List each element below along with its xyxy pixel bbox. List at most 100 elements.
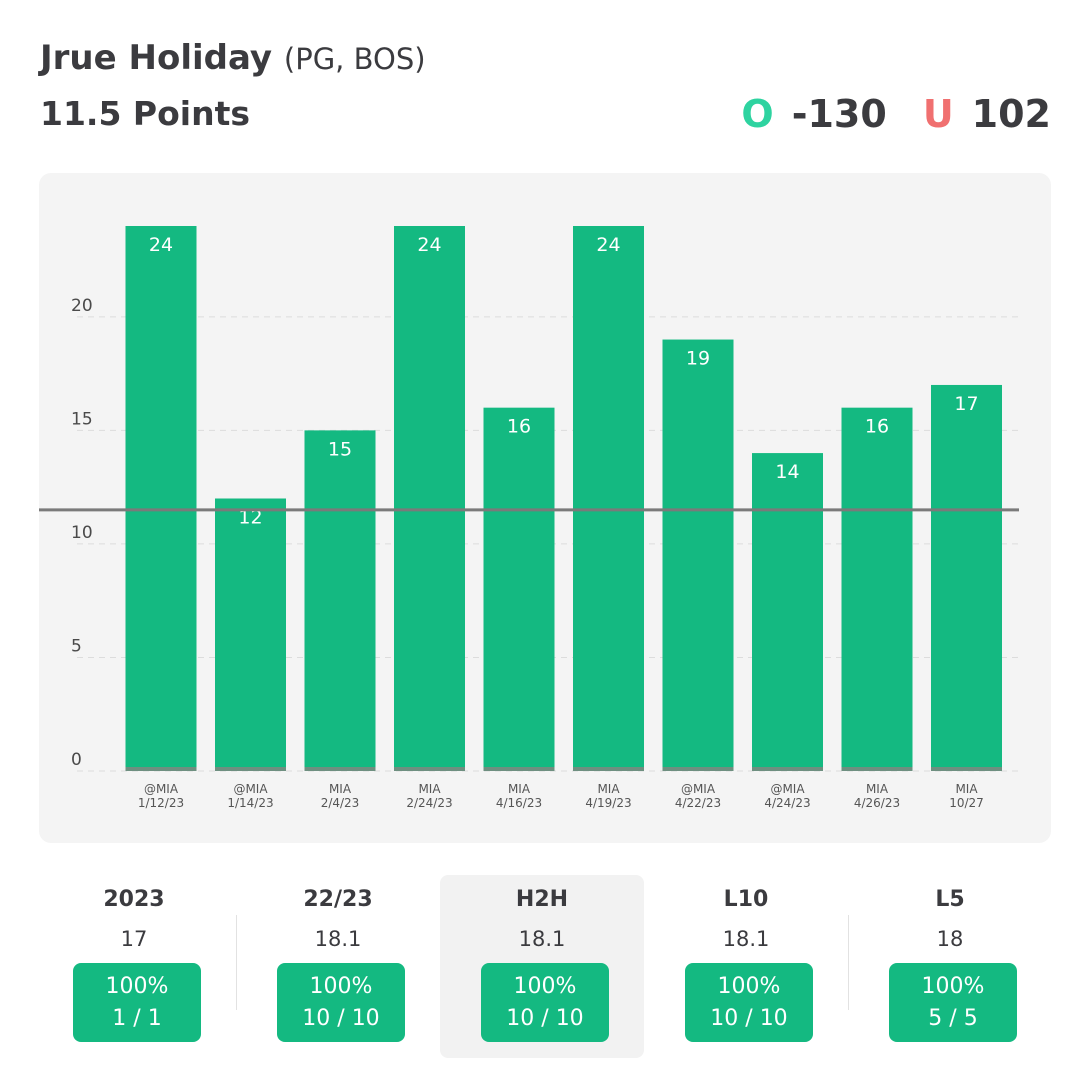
x-tick-date: 10/27 bbox=[949, 796, 984, 810]
x-tick-opponent: MIA bbox=[866, 782, 889, 796]
hit-rate-pill: 100% 1 / 1 bbox=[73, 963, 201, 1042]
bar bbox=[304, 430, 376, 771]
over-label: O bbox=[741, 92, 774, 136]
stat-l5[interactable]: L5 18 100% 5 / 5 bbox=[848, 875, 1052, 1058]
x-tick-opponent: MIA bbox=[955, 782, 978, 796]
x-tick-date: 2/24/23 bbox=[406, 796, 452, 810]
bar-base bbox=[752, 767, 823, 771]
under-odds: 102 bbox=[971, 92, 1051, 136]
prop-line: 11.5 Points bbox=[40, 94, 250, 133]
bar-base bbox=[573, 767, 644, 771]
hit-rate-record: 10 / 10 bbox=[506, 1005, 584, 1031]
hit-rate-record: 10 / 10 bbox=[710, 1005, 788, 1031]
x-tick-opponent: MIA bbox=[597, 782, 620, 796]
stat-average: 18.1 bbox=[518, 927, 566, 951]
x-tick-date: 1/12/23 bbox=[138, 796, 184, 810]
divider bbox=[848, 915, 849, 1010]
bar-base bbox=[394, 767, 465, 771]
hit-rate-pill: 100% 10 / 10 bbox=[277, 963, 405, 1042]
odds: O -130 U 102 bbox=[741, 92, 1051, 136]
bar bbox=[483, 407, 555, 771]
x-tick-opponent: MIA bbox=[418, 782, 441, 796]
hit-rate-pct: 100% bbox=[309, 973, 373, 999]
y-tick-label: 0 bbox=[71, 750, 82, 770]
stats-row: 2023 17 100% 1 / 1 22/23 18.1 100% 10 / … bbox=[32, 875, 1052, 1058]
y-tick-label: 10 bbox=[71, 523, 93, 543]
bar bbox=[394, 226, 465, 771]
bar bbox=[752, 453, 823, 771]
stat-22-23[interactable]: 22/23 18.1 100% 10 / 10 bbox=[236, 875, 440, 1058]
player-meta: (PG, BOS) bbox=[283, 42, 426, 76]
x-tick-opponent: MIA bbox=[508, 782, 531, 796]
x-tick-opponent: @MIA bbox=[144, 782, 179, 796]
hit-rate-pill: 100% 5 / 5 bbox=[889, 963, 1017, 1042]
bar-value-label: 16 bbox=[507, 416, 531, 438]
player-title: Jrue Holiday (PG, BOS) bbox=[40, 38, 426, 78]
hit-rate-record: 1 / 1 bbox=[112, 1005, 162, 1031]
x-tick-date: 4/19/23 bbox=[585, 796, 631, 810]
bar-value-label: 14 bbox=[775, 461, 799, 483]
stat-label: H2H bbox=[515, 887, 569, 912]
player-name: Jrue Holiday bbox=[40, 38, 273, 78]
bar bbox=[573, 226, 644, 771]
x-tick-date: 4/24/23 bbox=[764, 796, 810, 810]
stat-average: 17 bbox=[120, 927, 148, 951]
stat-label: L10 bbox=[723, 887, 769, 912]
y-tick-label: 5 bbox=[71, 636, 82, 656]
under-label: U bbox=[922, 92, 954, 136]
hit-rate-pill: 100% 10 / 10 bbox=[481, 963, 609, 1042]
x-tick-date: 1/14/23 bbox=[227, 796, 273, 810]
over-odds: -130 bbox=[791, 92, 887, 136]
y-tick-label: 15 bbox=[71, 409, 93, 429]
stat-average: 18.1 bbox=[722, 927, 770, 951]
stat-average: 18 bbox=[936, 927, 964, 951]
divider bbox=[236, 915, 237, 1010]
bar-value-label: 15 bbox=[328, 438, 352, 460]
bar-base bbox=[662, 767, 734, 771]
stat-l10[interactable]: L10 18.1 100% 10 / 10 bbox=[644, 875, 848, 1058]
x-tick-opponent: MIA bbox=[329, 782, 352, 796]
hit-rate-pct: 100% bbox=[513, 973, 577, 999]
bar-value-label: 17 bbox=[954, 393, 978, 415]
bar-value-label: 24 bbox=[596, 234, 620, 256]
bar-base bbox=[125, 767, 197, 771]
y-tick-label: 20 bbox=[71, 296, 93, 316]
bar bbox=[841, 407, 913, 771]
stat-2023[interactable]: 2023 17 100% 1 / 1 bbox=[32, 875, 236, 1058]
bar bbox=[931, 384, 1002, 771]
bar-base bbox=[483, 767, 555, 771]
hit-rate-pct: 100% bbox=[105, 973, 169, 999]
stat-label: L5 bbox=[935, 887, 965, 912]
bar-chart: 0510152024@MIA1/12/2312@MIA1/14/2315MIA2… bbox=[39, 226, 1019, 810]
hit-rate-record: 5 / 5 bbox=[928, 1005, 978, 1031]
stat-label: 22/23 bbox=[303, 887, 373, 912]
x-tick-opponent: @MIA bbox=[770, 782, 805, 796]
x-tick-date: 4/16/23 bbox=[496, 796, 542, 810]
bar bbox=[215, 498, 286, 771]
bar-value-label: 12 bbox=[238, 507, 262, 529]
hit-rate-record: 10 / 10 bbox=[302, 1005, 380, 1031]
bar-base bbox=[841, 767, 913, 771]
bar-value-label: 24 bbox=[417, 234, 441, 256]
bar-value-label: 24 bbox=[149, 234, 173, 256]
hit-rate-pill: 100% 10 / 10 bbox=[685, 963, 813, 1042]
hit-rate-pct: 100% bbox=[717, 973, 781, 999]
stat-h2h[interactable]: H2H 18.1 100% 10 / 10 bbox=[440, 875, 644, 1058]
bar-base bbox=[931, 767, 1002, 771]
x-tick-date: 4/26/23 bbox=[854, 796, 900, 810]
bar-value-label: 16 bbox=[865, 416, 889, 438]
bar-base bbox=[304, 767, 376, 771]
x-tick-date: 2/4/23 bbox=[321, 796, 360, 810]
bar bbox=[125, 226, 197, 771]
bar bbox=[662, 339, 734, 771]
bar-value-label: 19 bbox=[686, 348, 710, 370]
hit-rate-pct: 100% bbox=[921, 973, 985, 999]
bar-base bbox=[215, 767, 286, 771]
chart-card: 0 5 10 15 20 24 @MIA 1/12/23 12 @MIA 1/14/23 15 MIA 2… bbox=[39, 173, 1051, 843]
x-tick-opponent: @MIA bbox=[233, 782, 268, 796]
stat-label: 2023 bbox=[103, 887, 165, 912]
header: Jrue Holiday (PG, BOS) 11.5 Points O -13… bbox=[40, 38, 1051, 138]
x-tick-date: 4/22/23 bbox=[675, 796, 721, 810]
x-tick-opponent: @MIA bbox=[681, 782, 716, 796]
stat-average: 18.1 bbox=[314, 927, 362, 951]
